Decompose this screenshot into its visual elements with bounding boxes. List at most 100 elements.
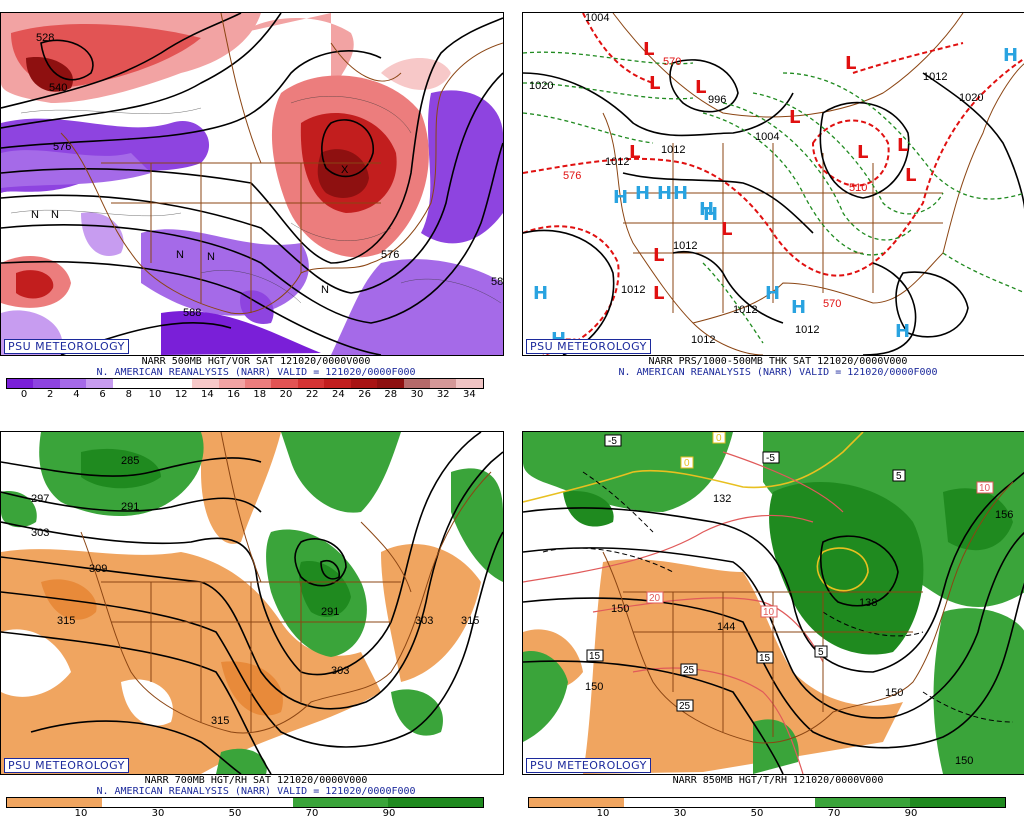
temperature-label: 5 xyxy=(818,647,824,658)
high-pressure-marker: H xyxy=(635,183,650,204)
height-label: 156 xyxy=(995,509,1013,521)
high-pressure-marker: H xyxy=(791,297,806,318)
map-caption: NARR 500MB HGT/VOR SAT 121020/0000V000 xyxy=(141,356,371,367)
map-caption: NARR 700MB HGT/RH SAT 121020/0000V000 xyxy=(144,775,368,786)
panel-700mb-humidity: 285 291 297 303 309 315 291 303 315 303 … xyxy=(0,419,512,828)
contour-label: 285 xyxy=(121,455,139,467)
contour-label: 303 xyxy=(415,615,433,627)
color-scale-swatch xyxy=(192,379,219,388)
color-scale-tick-label: 30 xyxy=(151,808,165,819)
color-scale-tick-label: 10 xyxy=(148,389,162,400)
temperature-label: 20 xyxy=(649,593,661,604)
high-pressure-marker: H xyxy=(533,283,548,304)
color-scale-ticks: 0 2 4 6 8 10 12 14 16 18 20 22 24 26 28 30 32 34 xyxy=(6,389,482,401)
color-scale-tick-label: 0 xyxy=(20,389,28,400)
color-scale-swatch xyxy=(350,379,378,388)
temperature-label: 25 xyxy=(679,701,691,712)
temperature-label: -5 xyxy=(766,453,775,464)
color-scale-tick-label: 16 xyxy=(227,389,240,400)
high-pressure-marker: H xyxy=(703,204,718,225)
thickness-label: 570 xyxy=(823,298,841,310)
contour-label: 315 xyxy=(211,715,229,727)
color-scale-swatch xyxy=(456,379,483,388)
color-scale-tick-label: 70 xyxy=(305,808,319,819)
color-scale-tick-label: 50 xyxy=(228,808,242,819)
contour-label: 309 xyxy=(89,563,107,575)
isobar-label: 1012 xyxy=(605,156,629,168)
temperature-label: 0 xyxy=(716,433,722,444)
map-caption: NARR 850MB HGT/T/RH 121020/0000V000 xyxy=(672,775,884,786)
color-scale-swatch xyxy=(909,798,1006,807)
vorticity-map: 528 540 576 588 576 58 N N N N N X xyxy=(0,12,504,356)
color-scale-swatch xyxy=(102,798,198,807)
color-scale-swatch xyxy=(814,798,910,807)
isobar-label: 1012 xyxy=(661,144,685,156)
color-scale-swatch xyxy=(33,379,60,388)
color-scale-ticks: 10 30 50 70 90 xyxy=(528,808,1004,820)
vorticity-max-marker: X xyxy=(341,164,349,176)
isobar-label: 1012 xyxy=(733,304,757,316)
high-pressure-marker: H xyxy=(613,187,628,208)
low-pressure-marker: L xyxy=(629,142,640,163)
low-pressure-marker: L xyxy=(857,142,868,163)
color-scale-swatch xyxy=(324,379,351,388)
contour-label: 303 xyxy=(31,527,49,539)
map-valid-time: N. AMERICAN REANALYSIS (NARR) VALID = 12… xyxy=(96,786,416,797)
height-label: 150 xyxy=(885,687,903,699)
low-pressure-marker: L xyxy=(649,73,660,94)
contour-label: 576 xyxy=(381,249,399,261)
psu-meteorology-credit: PSU METEOROLOGY xyxy=(4,758,129,773)
psu-meteorology-credit: PSU METEOROLOGY xyxy=(526,339,651,354)
temperature-label: 25 xyxy=(683,665,695,676)
color-scale-swatch xyxy=(719,798,815,807)
color-scale-tick-label: 34 xyxy=(463,389,476,400)
low-pressure-marker: L xyxy=(905,165,916,186)
color-scale-swatch xyxy=(86,379,113,388)
contour-label: 297 xyxy=(31,493,49,505)
low-pressure-marker: L xyxy=(721,219,732,240)
high-pressure-marker: H xyxy=(1003,45,1018,66)
color-scale-tick-label: 20 xyxy=(279,389,293,400)
low-pressure-marker: L xyxy=(653,245,664,266)
color-scale-swatch xyxy=(244,379,272,388)
thickness-label: 570 xyxy=(663,56,681,68)
high-pressure-marker: H xyxy=(673,183,688,204)
color-scale-tick-label: 12 xyxy=(174,389,188,400)
map-valid-time: N. AMERICAN REANALYSIS (NARR) VALID = 12… xyxy=(96,367,416,378)
color-scale-swatch xyxy=(292,798,388,807)
low-pressure-marker: L xyxy=(653,283,664,304)
color-scale-swatch xyxy=(112,379,140,388)
height-label: 150 xyxy=(611,603,629,615)
color-scale-tick-label: 14 xyxy=(201,389,214,400)
low-pressure-marker: L xyxy=(845,53,856,74)
temperature-label: 10 xyxy=(979,483,991,494)
color-scale-tick-label: 8 xyxy=(125,389,132,400)
color-scale-swatch xyxy=(624,798,720,807)
color-scale-tick-label: 24 xyxy=(332,389,345,400)
color-scale-swatch xyxy=(529,798,625,807)
map-valid-time: N. AMERICAN REANALYSIS (NARR) VALID = 12… xyxy=(618,367,938,378)
color-scale-tick-label: 26 xyxy=(358,389,371,400)
isobar-label: 1020 xyxy=(959,92,983,104)
vorticity-min-marker: N xyxy=(207,251,215,263)
height-label: 150 xyxy=(585,681,603,693)
isobar-label: 1004 xyxy=(755,131,779,143)
height-label: 150 xyxy=(955,755,973,767)
color-scale-swatch xyxy=(403,379,430,388)
isobar-label: 1012 xyxy=(621,284,645,296)
psu-meteorology-credit: PSU METEOROLOGY xyxy=(4,339,129,354)
contour-label: 291 xyxy=(121,501,139,513)
temperature-label: 5 xyxy=(896,471,902,482)
color-scale-swatch xyxy=(387,798,484,807)
color-scale-swatch xyxy=(197,798,293,807)
contour-label: 528 xyxy=(36,32,54,44)
low-pressure-marker: L xyxy=(695,77,706,98)
isobar-label: 1012 xyxy=(923,71,947,83)
color-scale-tick-label: 2 xyxy=(47,389,54,400)
color-scale-ticks: 10 30 50 70 90 xyxy=(6,808,482,820)
panel-pressure-thickness: 1004 1020 1012 996 1004 1012 1012 1012 1… xyxy=(522,0,1024,409)
temperature-label: -5 xyxy=(608,436,617,447)
psu-meteorology-credit: PSU METEOROLOGY xyxy=(526,758,651,773)
vorticity-min-marker: N xyxy=(176,249,184,261)
color-scale-tick-label: 30 xyxy=(410,389,424,400)
